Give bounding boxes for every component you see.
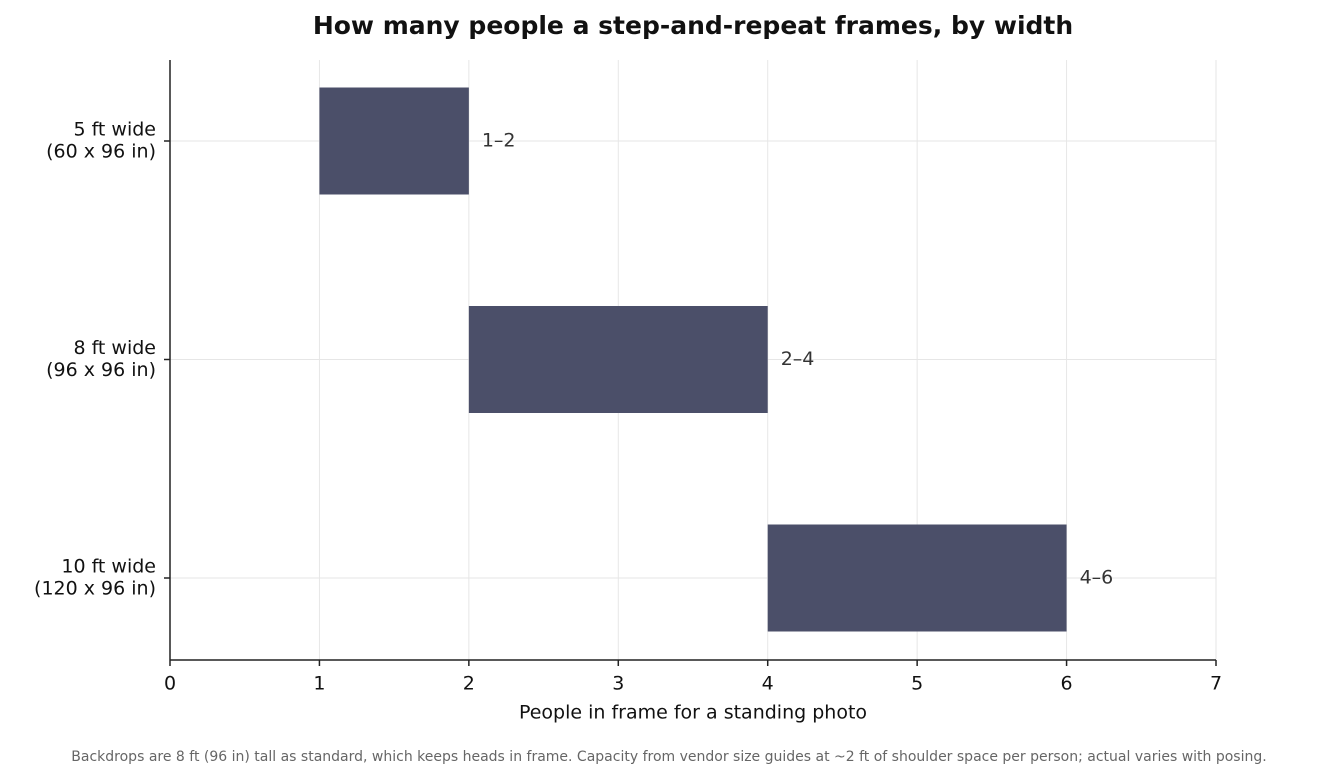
x-tick-label: 5 — [911, 673, 923, 695]
y-tick-label: 5 ft wide — [73, 119, 156, 141]
x-axis-label: People in frame for a standing photo — [519, 702, 867, 724]
y-tick-label: (60 x 96 in) — [46, 141, 156, 163]
x-tick-label: 2 — [463, 673, 475, 695]
y-tick-label: 10 ft wide — [61, 556, 156, 578]
y-tick-label: (96 x 96 in) — [46, 359, 156, 381]
x-tick-label: 4 — [762, 673, 774, 695]
bar — [767, 524, 1067, 632]
bar — [468, 306, 768, 413]
x-tick-label: 7 — [1210, 673, 1222, 695]
bar — [319, 87, 469, 195]
value-label: 1–2 — [482, 130, 516, 152]
footnote: Backdrops are 8 ft (96 in) tall as stand… — [71, 749, 1266, 765]
y-tick-label: (120 x 96 in) — [34, 578, 156, 600]
x-tick-label: 0 — [164, 673, 176, 695]
value-label: 4–6 — [1080, 567, 1114, 589]
x-tick-label: 1 — [313, 673, 325, 695]
value-label: 2–4 — [781, 348, 815, 370]
y-tick-label: 8 ft wide — [73, 337, 156, 359]
x-tick-label: 3 — [612, 673, 624, 695]
x-tick-label: 6 — [1061, 673, 1073, 695]
chart-title: How many people a step-and-repeat frames… — [313, 11, 1073, 40]
